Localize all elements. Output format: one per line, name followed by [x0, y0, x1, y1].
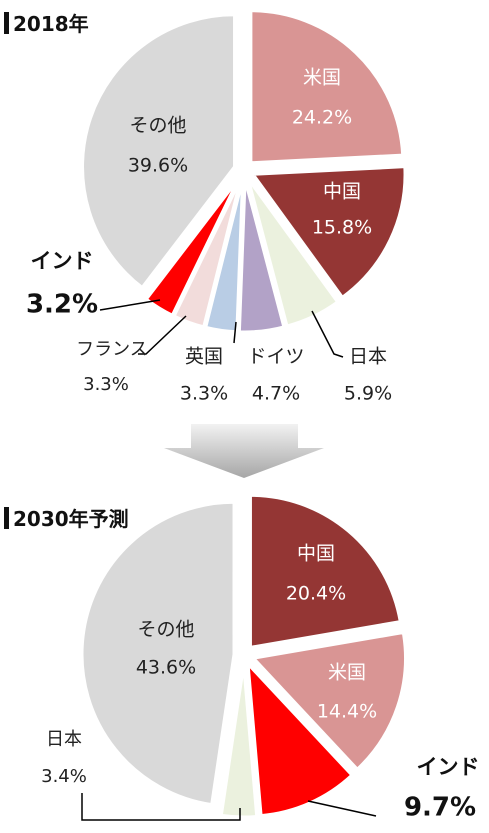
leader-line-uk — [233, 321, 237, 344]
slice-value-china: 20.4% — [286, 583, 346, 605]
slice-label-japan: 日本 — [46, 729, 82, 750]
slice-label-germany: ドイツ — [247, 346, 304, 368]
slice-label-other: その他 — [137, 619, 194, 641]
slice-value-france: 3.3% — [83, 374, 129, 395]
pie-chart-0: 米国 24.2% 中国 15.8% 日本 5.9% ドイツ 4.7% 英国 3.3% フランス 3.3… — [26, 9, 407, 405]
slice-value-india: 9.7% — [404, 793, 476, 823]
pie-slice-other — [80, 500, 236, 807]
slice-value-usa: 14.4% — [317, 701, 377, 723]
slice-label-uk: 英国 — [185, 346, 223, 368]
leader-line-france — [138, 315, 187, 355]
slice-value-other: 39.6% — [128, 155, 188, 177]
leader-line-japan — [81, 793, 241, 821]
leader-line-japan — [311, 310, 344, 358]
pie-slice-usa — [249, 9, 405, 165]
chart-title-2018: 2018年 — [4, 8, 89, 37]
pie-slice-japan — [246, 177, 340, 328]
pie-slice-usa — [251, 630, 407, 771]
slice-label-india: インド — [31, 249, 94, 273]
pie-slice-china — [251, 165, 407, 299]
slice-label-japan: 日本 — [349, 346, 387, 368]
pie-slice-japan — [219, 663, 259, 819]
leader-line-india — [99, 299, 161, 311]
chart-title-text: 2030年予測 — [13, 507, 129, 531]
slice-label-china: 中国 — [297, 543, 335, 565]
slice-value-germany: 4.7% — [252, 383, 300, 405]
slice-label-usa: 米国 — [303, 67, 341, 89]
slice-value-india: 3.2% — [26, 290, 98, 320]
chart-title-2030: 2030年予測 — [4, 503, 129, 532]
pie-slice-other — [81, 13, 237, 289]
slice-value-other: 43.6% — [136, 657, 196, 679]
slice-label-other: その他 — [129, 115, 186, 137]
slice-label-usa: 米国 — [328, 662, 366, 684]
pie-slice-india — [246, 662, 354, 818]
pie-slice-china — [248, 493, 402, 649]
slice-label-china: 中国 — [323, 181, 361, 203]
pie-slice-germany — [237, 178, 286, 334]
slice-label-india: インド — [417, 755, 480, 779]
chart-title-text: 2018年 — [13, 12, 89, 36]
slice-value-china: 15.8% — [312, 217, 372, 239]
slice-value-japan: 5.9% — [344, 383, 392, 405]
slice-value-usa: 24.2% — [292, 107, 352, 129]
pie-slice-france — [172, 177, 243, 329]
title-marker — [4, 506, 9, 529]
title-marker — [4, 11, 9, 34]
slice-value-uk: 3.3% — [180, 383, 228, 405]
pie-chart-1: 中国 20.4% 米国 14.4% インド 9.7% 日本 3.4% その他 43.6% — [41, 493, 480, 823]
pie-slice-uk — [204, 178, 245, 334]
slice-label-france: フランス — [76, 339, 148, 360]
leader-line-india — [307, 800, 377, 817]
pie-slice-india — [144, 177, 241, 317]
down-arrow-icon — [164, 424, 324, 478]
slice-value-japan: 3.4% — [41, 766, 87, 787]
